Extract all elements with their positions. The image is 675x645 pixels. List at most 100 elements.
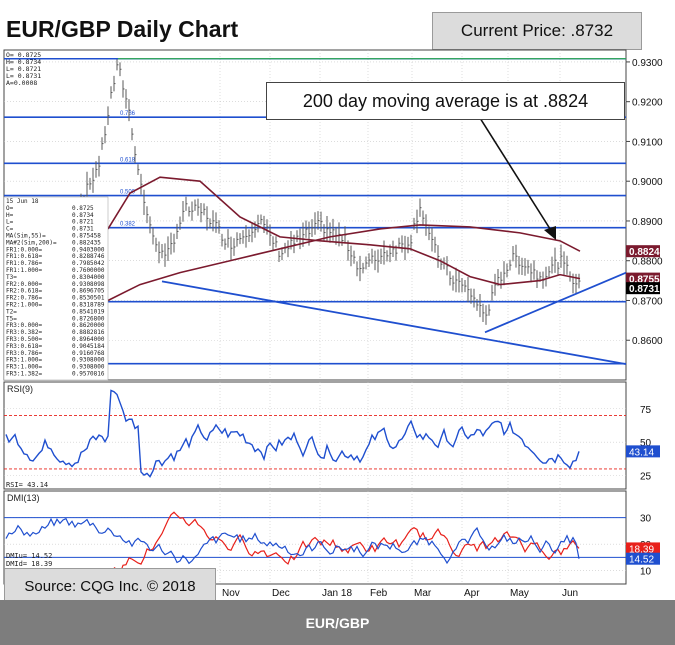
info-panel-key: T2=	[6, 308, 17, 315]
info-panel-key: FR3:1.000=	[6, 357, 43, 364]
info-panel-value: 0.8882816	[72, 329, 105, 336]
info-panel-key: 15 Jun 18	[6, 198, 39, 205]
rsi-tag-box	[626, 445, 660, 458]
dmi-tick-label: 10	[640, 567, 652, 578]
info-panel-key: L=	[6, 219, 14, 226]
rsi-tick-label: 25	[640, 472, 652, 483]
info-panel-key: FR3:0.000=	[6, 322, 43, 329]
callout-arrow-head	[544, 226, 556, 240]
info-panel-key: MA#2(Sim,200)=	[6, 239, 57, 246]
info-panel-value: 0.8726800	[72, 315, 105, 322]
dmi-tick-label: 30	[640, 514, 652, 525]
info-panel-value: 0.8964000	[72, 336, 105, 343]
chart-title: EUR/GBP Daily Chart	[6, 16, 239, 42]
info-panel-key: FR3:0.618=	[6, 343, 43, 350]
info-panel-value: 0.8288746	[72, 253, 105, 260]
info-panel-value: 0.8304000	[72, 274, 105, 281]
top-info-block: O= 0.8725 H= 0.8734 L= 0.8721 L= 0.8731 …	[6, 51, 41, 87]
info-panel-value: 0.8721	[72, 219, 94, 226]
info-panel-value: 0.9570816	[72, 371, 105, 378]
info-panel-value: 0.875458	[72, 233, 101, 240]
rsi-tick-label: 75	[640, 405, 652, 416]
x-tick-label: Dec	[272, 588, 290, 599]
info-high: H= 0.8734	[6, 58, 41, 66]
info-panel-key: MA(Sim,55)=	[6, 233, 46, 240]
info-panel-key: FR2:0.786=	[6, 295, 43, 302]
fib-ratio-label: 0.382	[120, 222, 136, 228]
info-panel-value: 0.882435	[72, 239, 101, 246]
info-close: L= 0.8731	[6, 72, 41, 80]
price-tag-label: 0.8824	[629, 247, 660, 258]
rsi-tag-label: 43.14	[629, 447, 654, 458]
uptrend-line	[484, 271, 627, 334]
dmi-minus-readout: DMId= 18.39	[6, 560, 52, 568]
info-panel-key: O=	[6, 205, 14, 212]
rsi-panel	[3, 381, 627, 490]
moving-average-callout: 200 day moving average is at .8824	[266, 82, 625, 120]
dmi-tag-box	[626, 542, 660, 555]
rsi-line	[5, 389, 580, 478]
info-panel-value: 0.8620000	[72, 322, 105, 329]
dmi-tag-label: 14.52	[629, 555, 654, 566]
price-tick-label: 0.8800	[632, 257, 663, 268]
price-tick-label: 0.9300	[632, 58, 663, 69]
info-panel-key: FR1:0.000=	[6, 246, 43, 253]
info-panel-value: 0.8541019	[72, 308, 105, 315]
info-panel-value: 0.8734	[72, 212, 94, 219]
info-panel-key: FR1:0.786=	[6, 260, 43, 267]
info-panel-value: 0.7600000	[72, 267, 105, 274]
ma-200-line	[107, 224, 581, 302]
info-panel-value: 0.9308098	[72, 281, 105, 288]
price-tick-label: 0.8600	[632, 336, 663, 347]
info-panel-value: 0.9403000	[72, 246, 105, 253]
price-tag-box	[626, 272, 660, 285]
footer-bar: EUR/GBP	[0, 600, 675, 645]
price-tick-label: 0.9200	[632, 98, 663, 109]
info-panel-key: FR3:0.786=	[6, 350, 43, 357]
info-panel-box	[3, 196, 109, 381]
rsi-tick-label: 50	[640, 438, 652, 449]
info-panel-value: 0.9045184	[72, 343, 105, 350]
info-panel-key: FR3:0.500=	[6, 336, 43, 343]
info-panel-key: T3=	[6, 274, 17, 281]
info-panel-value: 0.8696705	[72, 288, 105, 295]
info-panel-key: FR3:1.382=	[6, 371, 43, 378]
info-panel-key: FR1:0.618=	[6, 253, 43, 260]
dmi-plus-line	[5, 517, 580, 565]
info-open: O= 0.8725	[6, 51, 41, 59]
info-panel-value: 0.8731	[72, 226, 94, 233]
price-tick-label: 0.8700	[632, 296, 663, 307]
fib-ratio-label: 0.786	[120, 111, 136, 117]
x-tick-label: Feb	[370, 588, 388, 599]
info-panel-key: T5=	[6, 315, 17, 322]
info-panel-value: 0.8530501	[72, 295, 105, 302]
price-tick-label: 0.8900	[632, 217, 663, 228]
current-price-box: Current Price: .8732	[432, 12, 642, 50]
rsi-readout: RSI= 43.14	[6, 481, 48, 489]
info-panel-value: 0.9308000	[72, 357, 105, 364]
ma-55-line	[107, 176, 581, 286]
price-tag-label: 0.8731	[629, 284, 660, 295]
source-box: Source: CQG Inc. © 2018	[4, 568, 216, 604]
info-panel-key: FR3:1.000=	[6, 364, 43, 371]
fib-ratio-label: 0.500	[120, 190, 136, 196]
x-tick-label: Jun	[562, 588, 578, 599]
x-tick-label: Jan 18	[322, 588, 352, 599]
fib-ratio-label: 0.618	[120, 157, 136, 163]
rsi-label: RSI(9)	[7, 384, 33, 394]
info-panel-value: 0.7985042	[72, 260, 105, 267]
dmi-tag-label: 18.39	[629, 544, 654, 555]
info-panel-key: FR2:0.618=	[6, 288, 43, 295]
price-tag-label: 0.8755	[629, 275, 660, 286]
info-change: A=0.0008	[6, 79, 37, 87]
info-panel-key: H=	[6, 212, 14, 219]
info-panel-value: 0.9160768	[72, 350, 105, 357]
x-tick-label: Mar	[414, 588, 432, 599]
callout-arrow	[479, 117, 553, 233]
info-panel-key: FR2:0.000=	[6, 281, 43, 288]
info-low: L= 0.8721	[6, 65, 41, 73]
price-tick-label: 0.9000	[632, 177, 663, 188]
x-tick-label: Apr	[464, 588, 480, 599]
price-tag-box	[626, 245, 660, 258]
x-tick-label: May	[510, 588, 529, 599]
